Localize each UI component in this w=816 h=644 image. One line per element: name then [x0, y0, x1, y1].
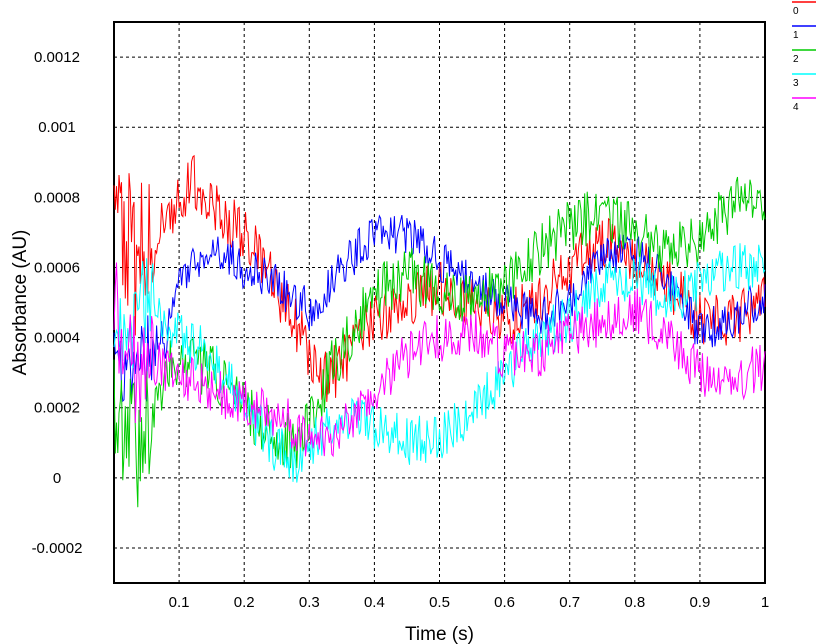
- x-tick-label: 0.8: [624, 594, 645, 611]
- y-tick-label: 0.0012: [34, 49, 80, 66]
- y-tick-label: 0.0008: [34, 189, 80, 206]
- x-tick-label: 0.7: [559, 594, 580, 611]
- series-line-4: [113, 262, 766, 458]
- series-line-3: [113, 243, 766, 483]
- y-tick-label: 0.001: [38, 119, 76, 136]
- y-tick-label: 0.0002: [34, 400, 80, 417]
- legend: 0 1 2 3 4: [792, 1, 816, 113]
- y-axis-title: Absorbance (AU): [10, 230, 31, 376]
- x-tick-label: 0.5: [429, 594, 450, 611]
- x-tick-label: 0.4: [364, 594, 385, 611]
- y-tick-label: 0.0006: [34, 259, 80, 276]
- legend-label-1: 1: [793, 30, 799, 41]
- x-tick-label: 0.2: [234, 594, 255, 611]
- plot-area: [113, 21, 766, 584]
- y-axis-tick-labels: -0.0002 0 0.0002 0.0004 0.0006 0.0008 0.001 0.0…: [32, 49, 83, 557]
- x-tick-label: 0.1: [169, 594, 190, 611]
- y-tick-label: 0: [53, 470, 61, 487]
- x-tick-label: 1: [761, 594, 769, 611]
- legend-label-0: 0: [793, 6, 799, 17]
- x-tick-label: 0.6: [494, 594, 515, 611]
- x-axis-tick-labels: 0.1 0.2 0.3 0.4 0.5 0.6 0.7 0.8 0.9 1: [169, 594, 770, 611]
- x-tick-label: 0.3: [299, 594, 320, 611]
- y-tick-label: -0.0002: [32, 540, 83, 557]
- legend-label-4: 4: [793, 102, 799, 113]
- series-lines: [113, 154, 766, 508]
- y-tick-label: 0.0004: [34, 330, 80, 347]
- series-line-1: [113, 214, 766, 403]
- x-tick-label: 0.9: [689, 594, 710, 611]
- legend-label-2: 2: [793, 54, 799, 65]
- x-axis-title: Time (s): [405, 624, 474, 644]
- legend-label-3: 3: [793, 78, 799, 89]
